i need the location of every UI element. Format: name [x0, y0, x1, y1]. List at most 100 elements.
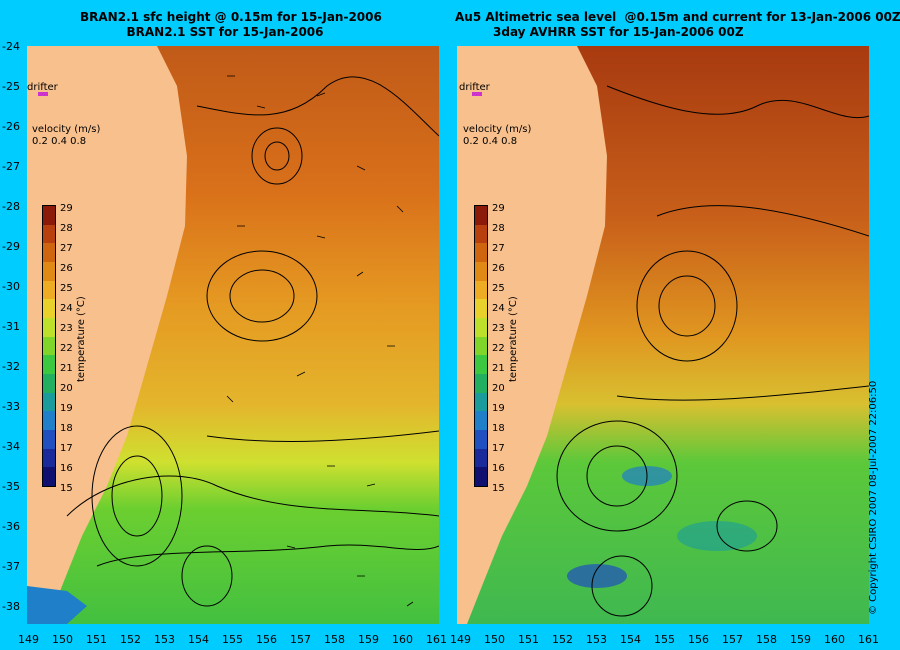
colorbar-title-right: temperature (°C): [508, 296, 519, 382]
colorbar-label: 21: [60, 363, 73, 374]
velocity-legend-right: velocity (m/s) 0.2 0.4 0.8: [463, 124, 531, 148]
y-tick: -31: [2, 320, 20, 333]
colorbar-swatch: [475, 243, 487, 262]
x-tick: 154: [188, 633, 209, 646]
x-tick: 156: [256, 633, 277, 646]
colorbar-swatch: [475, 261, 487, 281]
velocity-title: velocity (m/s): [32, 124, 101, 135]
colorbar-swatch: [43, 467, 55, 486]
y-tick: -24: [2, 40, 20, 53]
colorbar-label: 24: [492, 303, 505, 314]
temperature-colorbar-right: [474, 205, 488, 487]
x-tick: 159: [358, 633, 379, 646]
x-tick: 161: [858, 633, 879, 646]
drifter-label-left: drifter: [27, 82, 58, 93]
colorbar-label: 17: [60, 443, 73, 454]
colorbar-label: 28: [492, 223, 505, 234]
colorbar-swatch: [475, 373, 487, 393]
colorbar-label: 24: [60, 303, 73, 314]
colorbar-swatch: [475, 448, 487, 468]
colorbar-label: 22: [60, 343, 73, 354]
x-tick: 152: [120, 633, 141, 646]
x-tick: 150: [484, 633, 505, 646]
colorbar-swatch: [43, 280, 55, 300]
x-tick: 153: [154, 633, 175, 646]
colorbar-swatch: [43, 206, 55, 225]
colorbar-swatch: [43, 373, 55, 393]
colorbar-swatch: [475, 317, 487, 337]
colorbar-label: 20: [60, 383, 73, 394]
y-tick: -33: [2, 400, 20, 413]
velocity-title: velocity (m/s): [463, 124, 532, 135]
colorbar-label: 29: [60, 203, 73, 214]
drifter-label-right: drifter: [459, 82, 490, 93]
left-map-title: BRAN2.1 sfc height @ 0.15m for 15-Jan-20…: [80, 10, 382, 39]
colorbar-swatch: [475, 355, 487, 374]
colorbar-label: 18: [492, 423, 505, 434]
y-tick: -29: [2, 240, 20, 253]
x-tick: 158: [324, 633, 345, 646]
colorbar-swatch: [475, 467, 487, 486]
velocity-scale: 0.2 0.4 0.8: [32, 136, 87, 147]
x-tick: 161: [426, 633, 447, 646]
colorbar-swatch: [43, 243, 55, 262]
colorbar-swatch: [43, 392, 55, 412]
y-tick: -34: [2, 440, 20, 453]
colorbar-label: 22: [492, 343, 505, 354]
colorbar-label: 29: [492, 203, 505, 214]
x-tick: 155: [654, 633, 675, 646]
colorbar-swatch: [43, 429, 55, 449]
y-tick: -36: [2, 520, 20, 533]
colorbar-label: 25: [60, 283, 73, 294]
colorbar-label: 15: [492, 483, 505, 494]
colorbar-label: 16: [492, 463, 505, 474]
x-tick: 155: [222, 633, 243, 646]
y-tick: -35: [2, 480, 20, 493]
y-tick: -38: [2, 600, 20, 613]
x-tick: 150: [52, 633, 73, 646]
colorbar-swatch: [475, 224, 487, 244]
colorbar-swatch: [43, 224, 55, 244]
colorbar-label: 21: [492, 363, 505, 374]
colorbar-label: 27: [492, 243, 505, 254]
colorbar-swatch: [475, 280, 487, 300]
x-tick: 149: [18, 633, 39, 646]
y-tick: -26: [2, 120, 20, 133]
x-tick: 157: [290, 633, 311, 646]
colorbar-swatch: [43, 448, 55, 468]
satellite-sst-map: [457, 46, 869, 624]
colorbar-swatch: [43, 299, 55, 318]
colorbar-label: 25: [492, 283, 505, 294]
y-tick: -25: [2, 80, 20, 93]
colorbar-label: 19: [60, 403, 73, 414]
x-tick: 149: [450, 633, 471, 646]
colorbar-swatch: [475, 411, 487, 430]
model-sst-map: [27, 46, 439, 624]
x-tick: 152: [552, 633, 573, 646]
colorbar-label: 16: [60, 463, 73, 474]
y-tick: -32: [2, 360, 20, 373]
temperature-colorbar-left: [42, 205, 56, 487]
x-tick: 159: [790, 633, 811, 646]
colorbar-label: 27: [60, 243, 73, 254]
colorbar-swatch: [43, 411, 55, 430]
colorbar-swatch: [43, 261, 55, 281]
colorbar-label: 26: [60, 263, 73, 274]
x-tick: 151: [86, 633, 107, 646]
x-tick: 151: [518, 633, 539, 646]
colorbar-swatch: [475, 336, 487, 356]
copyright-notice: © Copyright CSIRO 2007 08-Jul-2007 22:06…: [868, 380, 879, 615]
x-tick: 160: [392, 633, 413, 646]
x-tick: 153: [586, 633, 607, 646]
velocity-legend-left: velocity (m/s) 0.2 0.4 0.8: [32, 124, 100, 148]
colorbar-title-left: temperature (°C): [76, 296, 87, 382]
drifter-icon: [472, 92, 482, 96]
right-map-title: Au5 Altimetric sea level @0.15m and curr…: [455, 10, 900, 39]
y-tick: -37: [2, 560, 20, 573]
velocity-scale: 0.2 0.4 0.8: [463, 136, 518, 147]
colorbar-label: 28: [60, 223, 73, 234]
x-tick: 156: [688, 633, 709, 646]
colorbar-swatch: [43, 336, 55, 356]
colorbar-label: 18: [60, 423, 73, 434]
colorbar-swatch: [43, 317, 55, 337]
